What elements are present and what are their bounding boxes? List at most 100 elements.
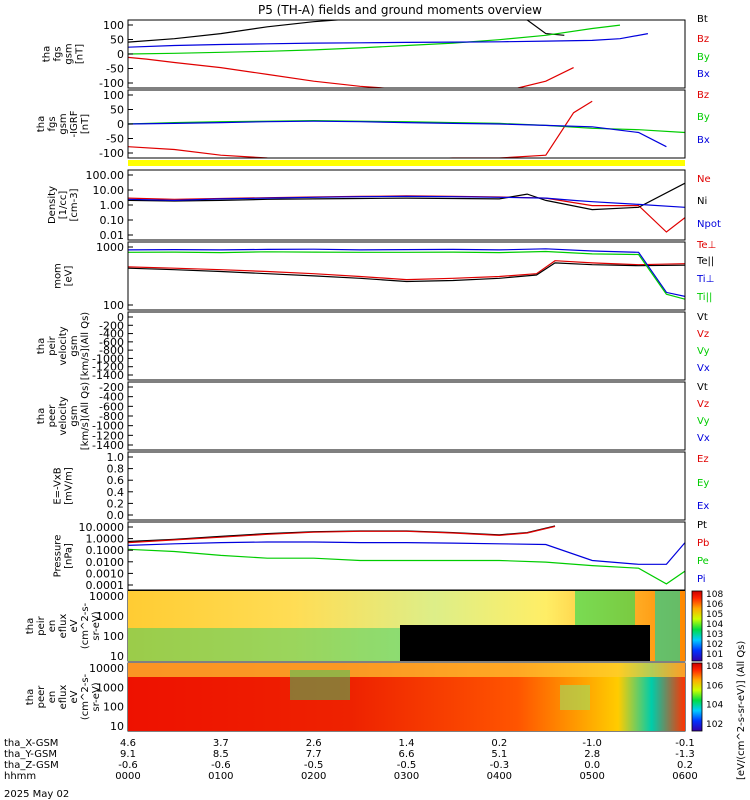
fgs-gsm-detrend-ylabel: thafgsgsm-IGRF[nT] (36, 110, 91, 137)
peir-spectrogram-late-green (575, 591, 635, 625)
footer-row-value: -0.5 (397, 760, 417, 771)
panel-peer-velocity: -200-400-600-800-1000-1200-1400thapeerve… (36, 381, 710, 452)
peer-velocity-legend-Vz: Vz (697, 399, 709, 410)
fgs-gsm-detrend-legend-Bz: Bz (697, 90, 709, 101)
efield-ytick-label: 1.0 (107, 451, 125, 464)
footer-row-label: hhmm (4, 771, 36, 782)
footer-row-value: 7.7 (306, 749, 322, 760)
mom-temp-legend-Te: Te⊥ (696, 240, 716, 251)
footer-row-value: 0.0 (584, 760, 600, 771)
footer-row-value: 0300 (394, 771, 419, 782)
status-bar (128, 160, 685, 166)
efield-ytick-label: 0.6 (107, 474, 125, 487)
peer-eflux-ytick-label: 10 (110, 720, 124, 733)
peir-eflux-ylabel-line: (cm^2-s- (80, 602, 91, 649)
peir-velocity-frame (127, 311, 686, 381)
density-legend-Ni: Ni (697, 196, 707, 207)
peer-velocity-ylabel-line: [km/s](All Qs) (80, 382, 91, 450)
peir-eflux-ylabel-line: tha (25, 618, 36, 634)
peer-spectrogram-late-patch (560, 685, 590, 710)
footer-date: 2025 May 02 (4, 789, 69, 800)
fgs-gsm-ylabel-line: tha (42, 46, 53, 62)
peir-spectrogram-low-energy-green (128, 628, 400, 661)
peer-spectrogram-green-patch (290, 670, 350, 700)
mom-temp-ytick-label: 100 (103, 299, 124, 312)
mom-temp-ytick-label: 1000 (96, 241, 124, 254)
peir-velocity-ytick-label: 0 (117, 311, 124, 324)
fgs-gsm-detrend-ytick-label: 100 (103, 89, 124, 102)
fgs-gsm-legend-Bt: Bt (697, 14, 708, 25)
fgs-gsm-detrend-series-By (128, 119, 685, 134)
peer-eflux-ylabel-line: tha (25, 689, 36, 705)
peer-eflux-ytick-label: 1000 (96, 681, 124, 694)
footer-row-value: 9.1 (120, 749, 136, 760)
density-series-Ni (128, 182, 685, 211)
peer-velocity-ytick-label: -800 (99, 410, 124, 423)
peer-velocity-ylabel-line: velocity (58, 396, 69, 435)
fgs-gsm-ylabel-line: gsm (64, 43, 75, 64)
pressure-ytick-label: 0.1000 (86, 544, 125, 557)
efield-ytick-label: 0.0 (107, 509, 125, 522)
efield-ylabel: E=-VxB[mV/m] (53, 467, 75, 505)
mom-temp-legend-Te: Te|| (696, 256, 714, 267)
fgs-gsm-frame (127, 19, 686, 89)
peir-eflux-ylabel-line: sr-eV) (91, 611, 102, 640)
peer-eflux-ytick-label: 100 (103, 701, 124, 714)
pressure-frame (127, 521, 686, 591)
footer-row-value: 0.2 (677, 760, 693, 771)
pressure-ylabel-line: [nPa] (64, 543, 75, 569)
peer-velocity-ytick-label: -1200 (92, 429, 124, 442)
peer-velocity-ylabel-line: tha (36, 408, 47, 424)
fgs-gsm-detrend-ytick-label: 0 (117, 118, 124, 131)
fgs-gsm-detrend-ytick-label: -100 (99, 147, 124, 160)
peir-velocity-ytick-label: -600 (99, 336, 124, 349)
fgs-gsm-ytick-label: 100 (103, 19, 124, 32)
peir-velocity-ylabel-line: tha (36, 338, 47, 354)
peir-velocity-ylabel-line: peir (47, 335, 58, 355)
peer-eflux-ylabel-line: peer (36, 685, 47, 709)
fgs-gsm-detrend-legend-Bx: Bx (697, 135, 710, 146)
fgs-gsm-detrend-ylabel-line: [nT] (80, 114, 91, 134)
density-legend-Ne: Ne (697, 174, 711, 185)
peir-eflux-ytick-label: 10 (110, 650, 124, 663)
peer-velocity-ylabel-line: gsm (69, 405, 80, 426)
pressure-ytick-label: 0.0100 (86, 556, 125, 569)
footer-row-value: 8.5 (213, 749, 229, 760)
fgs-gsm-series-By (128, 24, 621, 55)
pressure-series-Pb (128, 525, 556, 544)
fgs-gsm-detrend-series-Bx (128, 120, 667, 148)
footer-row-value: -0.3 (490, 760, 510, 771)
efield-ytick-label: 0.2 (107, 497, 125, 510)
footer-row-value: 0400 (487, 771, 512, 782)
peer-eflux-ylabel-line: (cm^2-s- (80, 673, 91, 720)
footer-row-value: -1.0 (582, 738, 602, 749)
footer-row-value: -0.6 (118, 760, 138, 771)
pressure-series-Pe (128, 548, 685, 585)
fgs-gsm-ytick-label: -100 (99, 77, 124, 90)
pressure-legend-Pb: Pb (697, 538, 709, 549)
fgs-gsm-legend-Bx: Bx (697, 69, 710, 80)
footer-row-value: 3.7 (213, 738, 229, 749)
panel-efield: 1.00.80.60.40.20.0 E=-VxB[mV/m] Ez Ey Ex (53, 451, 710, 522)
peir-spectrogram (128, 591, 685, 661)
peer-eflux-ylabel-line: en (47, 691, 58, 704)
footer-row-value: 4.6 (120, 738, 136, 749)
mom-temp-ylabel-line: mom (53, 263, 64, 289)
panel-peir-velocity: 0-200-400-600-800-1000-1200-1400thapeirv… (36, 311, 710, 382)
fgs-gsm-detrend-ytick-label: -50 (106, 133, 124, 146)
peer-velocity-ytick-label: -1400 (92, 439, 124, 452)
mom-temp-series-Te (128, 260, 685, 281)
peer-eflux-ylabel-line: eV (69, 690, 80, 703)
footer-row-value: 6.6 (399, 749, 415, 760)
efield-ytick-label: 0.4 (107, 486, 125, 499)
pressure-series-group (128, 525, 685, 585)
panel-density: 100.00 10.00 1.00 0.10 0.01 Density[1/cc][cm-… (47, 169, 721, 242)
colorbars (691, 590, 703, 732)
efield-frame (127, 451, 686, 521)
footer-row-value: 5.1 (491, 749, 507, 760)
efield-legend-Ey: Ey (697, 478, 709, 489)
mom-temp-legend-Ti: Ti⊥ (696, 274, 714, 285)
density-ytick-label: 1.00 (100, 199, 125, 212)
fgs-gsm-ylabel: thafgsgsm[nT] (42, 43, 86, 64)
